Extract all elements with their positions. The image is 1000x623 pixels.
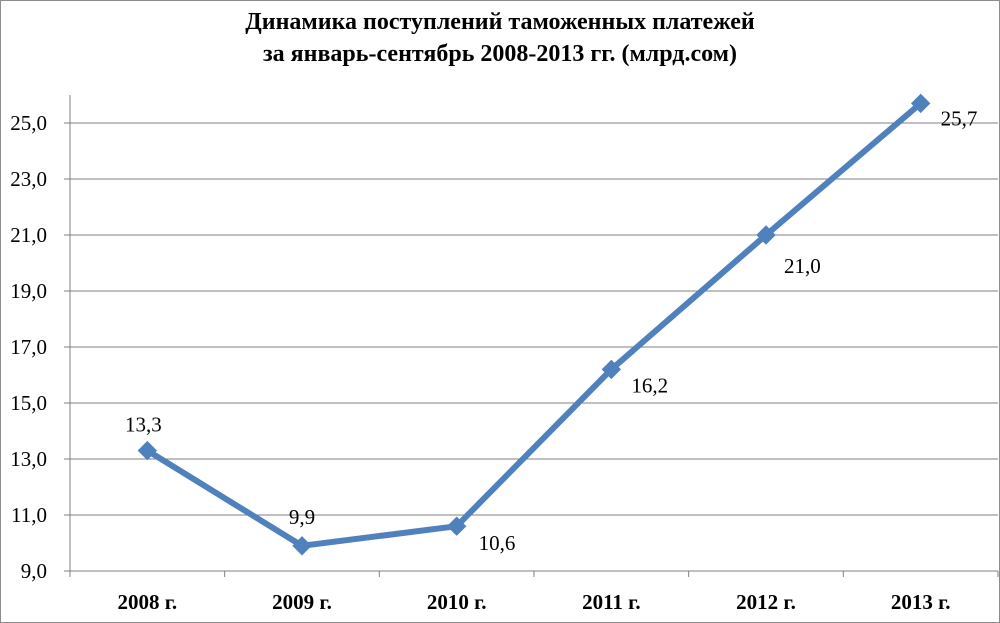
- x-tick-label: 2013 г.: [891, 590, 951, 614]
- data-point-marker: [446, 516, 467, 536]
- gridlines: [70, 122, 998, 516]
- x-tick-label: 2012 г.: [736, 590, 796, 614]
- data-point-marker: [910, 93, 931, 114]
- data-point-marker: [601, 359, 622, 380]
- series-markers: [137, 93, 931, 556]
- data-point-marker: [137, 440, 158, 461]
- data-label: 21,0: [784, 254, 821, 278]
- data-label: 9,9: [289, 505, 315, 529]
- data-label: 13,3: [125, 413, 162, 437]
- x-tick-label: 2009 г.: [272, 590, 332, 614]
- y-tick-label: 15,0: [10, 391, 47, 415]
- data-label: 10,6: [479, 531, 516, 555]
- y-tick-label: 21,0: [10, 223, 47, 247]
- y-tick-label: 9,0: [21, 559, 47, 583]
- series-line: [144, 100, 924, 549]
- chart-title-line-1: Динамика поступлений таможенных платежей: [245, 9, 755, 35]
- y-tick-label: 17,0: [10, 335, 47, 359]
- data-label: 16,2: [631, 373, 668, 397]
- data-label: 25,7: [941, 106, 978, 130]
- chart-title: Динамика поступлений таможенных платежей…: [0, 6, 1000, 70]
- x-axis-tick-labels: 2008 г. 2009 г. 2010 г. 2011 г. 2012 г. 2013 …: [117, 590, 950, 614]
- data-point-marker: [756, 225, 776, 245]
- y-tick-label: 11,0: [11, 503, 47, 527]
- x-tick-label: 2011 г.: [582, 590, 641, 614]
- series-line-path: [144, 100, 924, 549]
- chart-title-line-2: за январь-сентябрь 2008-2013 гг. (млрд.с…: [263, 41, 737, 67]
- y-tick-label: 13,0: [10, 447, 47, 471]
- data-point-marker: [292, 536, 312, 556]
- data-labels: 13,3 9,9 10,6 16,2 21,0 25,7: [125, 106, 977, 555]
- x-tick-label: 2010 г.: [427, 590, 487, 614]
- y-tick-label: 19,0: [10, 279, 47, 303]
- x-tick-label: 2008 г.: [117, 590, 177, 614]
- y-tick-label: 23,0: [10, 167, 47, 191]
- y-tick-label: 25,0: [10, 111, 47, 135]
- y-axis-tick-labels: 9,0 11,0 13,0 15,0 17,0 19,0 21,0 23,0 25,0: [10, 111, 47, 583]
- axes: [64, 95, 999, 577]
